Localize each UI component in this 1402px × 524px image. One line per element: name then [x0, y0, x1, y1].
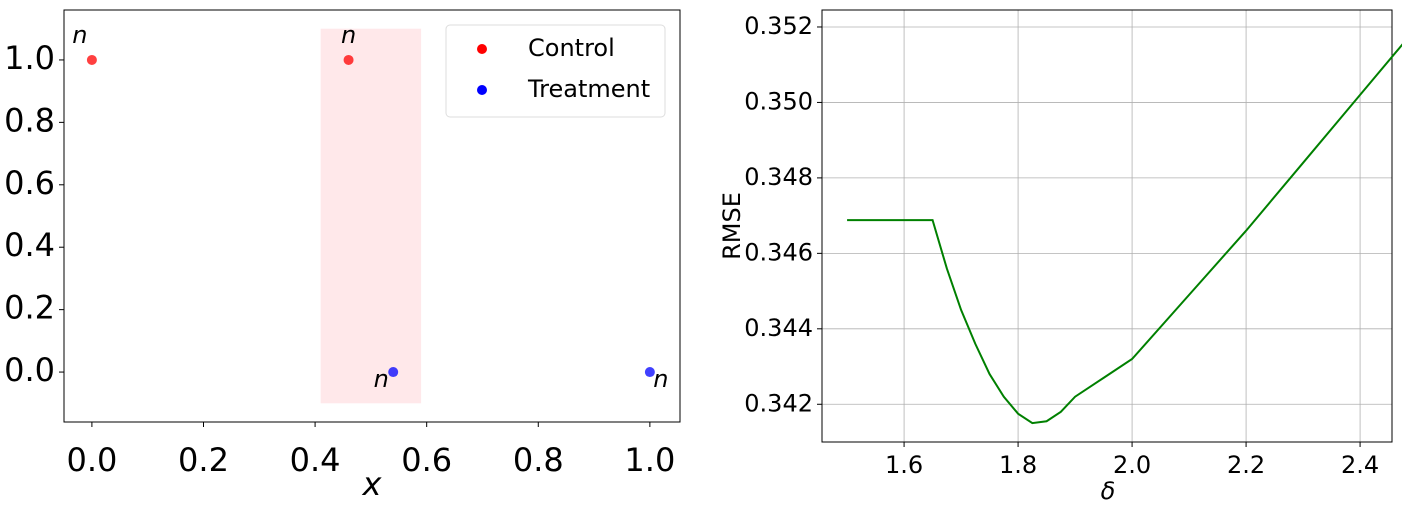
y-axis-label: RMSE [718, 192, 746, 260]
legend-label: Control [528, 34, 615, 62]
x-axis-label: δ [1101, 477, 1116, 505]
y-tick-label: 0.352 [744, 12, 813, 40]
x-tick-label: 0.6 [401, 441, 452, 479]
plot-frame [63, 9, 681, 423]
y-tick-label: 0.8 [4, 101, 55, 139]
shaded-span [320, 28, 422, 404]
x-axis-label: x [362, 465, 383, 503]
point [343, 54, 354, 65]
x-tick-label: 1.0 [624, 441, 675, 479]
plot-frame [821, 9, 1393, 443]
y-tick-label: 1.0 [4, 39, 55, 77]
point [388, 367, 399, 378]
x-tick-label: 2.2 [1227, 451, 1265, 479]
y-tick-label: 0.350 [744, 87, 813, 115]
x-tick-label: 1.6 [885, 451, 923, 479]
legend-label: Treatment [527, 75, 650, 103]
y-tick-label: 0.348 [744, 163, 813, 191]
line [847, 43, 1402, 425]
point-annotation: n [653, 365, 668, 393]
x-tick-label: 2.4 [1341, 451, 1379, 479]
legend-marker [477, 44, 487, 54]
y-tick-label: 0.2 [4, 289, 55, 327]
y-tick-label: 0.0 [4, 351, 55, 389]
point-annotation: n [341, 21, 356, 49]
x-tick-label: 2.0 [1113, 451, 1151, 479]
legend-box [445, 24, 666, 118]
legend: Control Treatment [445, 24, 666, 118]
y-tick-label: 0.342 [744, 389, 813, 417]
y-tick-label: 0.6 [4, 164, 55, 202]
x-tick-label: 0.2 [178, 441, 229, 479]
point [86, 54, 97, 65]
point-annotation: n [374, 365, 389, 393]
legend-marker [477, 85, 487, 95]
y-tick-label: 0.4 [4, 226, 55, 264]
x-tick-label: 0.8 [513, 441, 564, 479]
x-tick-label: 0.4 [290, 441, 341, 479]
point [644, 367, 655, 378]
point-annotation: n [72, 21, 87, 49]
y-tick-label: 0.346 [744, 238, 813, 266]
y-tick-label: 0.344 [744, 314, 813, 342]
x-tick-label: 1.8 [999, 451, 1037, 479]
x-tick-label: 0.0 [66, 441, 117, 479]
